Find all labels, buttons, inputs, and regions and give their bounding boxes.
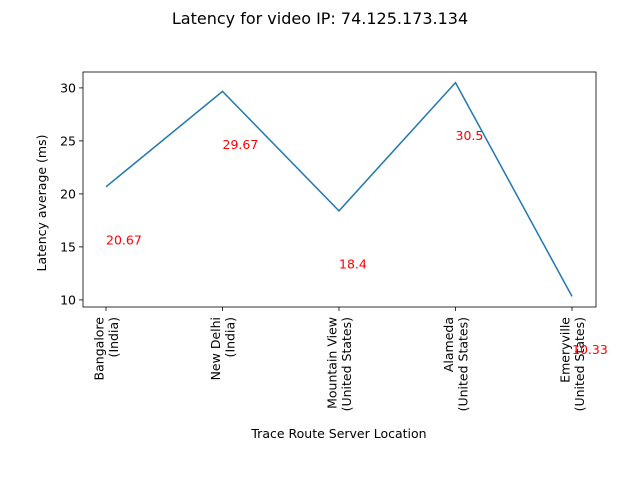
- x-tick-label-line: Alameda: [441, 317, 456, 372]
- x-tick-label: Bangalore (India): [91, 317, 121, 381]
- chart-title: Latency for video IP: 74.125.173.134: [172, 9, 468, 28]
- y-tick-label: 15: [60, 239, 76, 254]
- x-tick-label: Mountain View (United States): [324, 317, 354, 411]
- axes-frame: [82, 71, 597, 308]
- x-tick-label-line: Emeryville: [557, 317, 572, 383]
- x-tick-label: Emeryville (United States): [557, 317, 587, 412]
- data-label: 30.5: [456, 128, 484, 143]
- x-axis-label: Trace Route Server Location: [250, 426, 426, 441]
- x-tick-label: New Delhi (India): [208, 317, 238, 380]
- data-label: 10.33: [572, 342, 608, 357]
- y-axis-label: Latency average (ms): [34, 135, 49, 272]
- x-tick-label-line: Mountain View: [324, 317, 339, 409]
- data-label: 29.67: [223, 137, 259, 152]
- x-tick-label-line: New Delhi: [208, 317, 223, 380]
- x-tick-label-line: (United States): [339, 317, 354, 411]
- x-tick-label-line: Bangalore: [91, 317, 106, 381]
- x-tick-label-line: (United States): [572, 317, 587, 411]
- x-tick-label: Alameda (United States): [441, 317, 471, 411]
- y-tick-label: 10: [60, 292, 76, 307]
- x-tick-label-line: (India): [106, 317, 121, 357]
- data-label: 18.4: [339, 256, 367, 271]
- y-tick-label: 20: [60, 186, 76, 201]
- x-tick-label-line: (United States): [455, 317, 470, 411]
- y-tick-label: 25: [60, 133, 76, 148]
- y-tick-label: 30: [60, 80, 76, 95]
- x-tick-label-line: (India): [222, 317, 237, 357]
- data-label: 20.67: [106, 232, 142, 247]
- series-line: [105, 81, 573, 297]
